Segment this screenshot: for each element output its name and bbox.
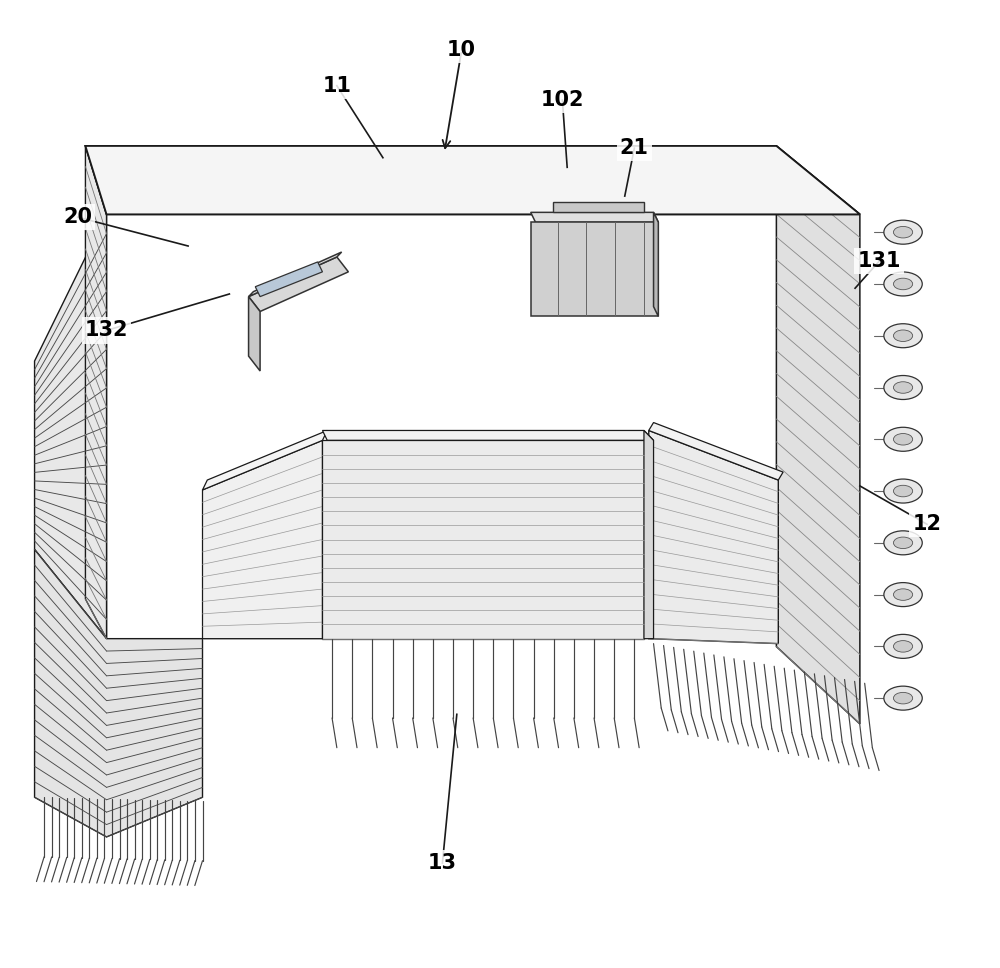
Ellipse shape <box>893 330 913 342</box>
Polygon shape <box>322 440 644 639</box>
Polygon shape <box>654 212 658 317</box>
Polygon shape <box>644 431 654 639</box>
Ellipse shape <box>884 323 922 348</box>
Ellipse shape <box>884 530 922 555</box>
Ellipse shape <box>893 278 913 289</box>
Text: 13: 13 <box>428 853 457 873</box>
Ellipse shape <box>893 227 913 238</box>
Polygon shape <box>531 223 658 317</box>
Polygon shape <box>35 550 203 837</box>
Text: 21: 21 <box>620 138 649 158</box>
Text: 20: 20 <box>63 207 92 227</box>
Ellipse shape <box>893 589 913 600</box>
Text: 131: 131 <box>857 252 901 271</box>
Polygon shape <box>35 214 107 639</box>
Polygon shape <box>776 146 860 724</box>
Text: 11: 11 <box>322 76 351 96</box>
Polygon shape <box>553 202 644 212</box>
Polygon shape <box>85 146 860 214</box>
Polygon shape <box>249 296 260 371</box>
Polygon shape <box>203 431 327 490</box>
Text: 10: 10 <box>447 41 476 60</box>
Polygon shape <box>531 212 658 223</box>
Ellipse shape <box>893 537 913 549</box>
Text: 132: 132 <box>85 320 128 341</box>
Ellipse shape <box>884 634 922 658</box>
Polygon shape <box>649 423 783 480</box>
Ellipse shape <box>884 272 922 296</box>
Polygon shape <box>203 440 322 639</box>
Ellipse shape <box>884 220 922 244</box>
Ellipse shape <box>884 479 922 503</box>
Ellipse shape <box>893 381 913 393</box>
Ellipse shape <box>884 686 922 711</box>
Polygon shape <box>85 146 860 214</box>
Polygon shape <box>249 252 342 296</box>
Ellipse shape <box>893 485 913 497</box>
Ellipse shape <box>884 583 922 607</box>
Polygon shape <box>322 431 654 440</box>
Ellipse shape <box>893 641 913 652</box>
Text: 102: 102 <box>541 90 584 110</box>
Polygon shape <box>249 257 348 312</box>
Polygon shape <box>649 431 778 644</box>
Ellipse shape <box>893 692 913 704</box>
Ellipse shape <box>884 427 922 451</box>
Ellipse shape <box>893 434 913 445</box>
Polygon shape <box>85 146 107 639</box>
Text: 12: 12 <box>913 514 942 534</box>
Polygon shape <box>255 262 322 296</box>
Ellipse shape <box>884 376 922 400</box>
